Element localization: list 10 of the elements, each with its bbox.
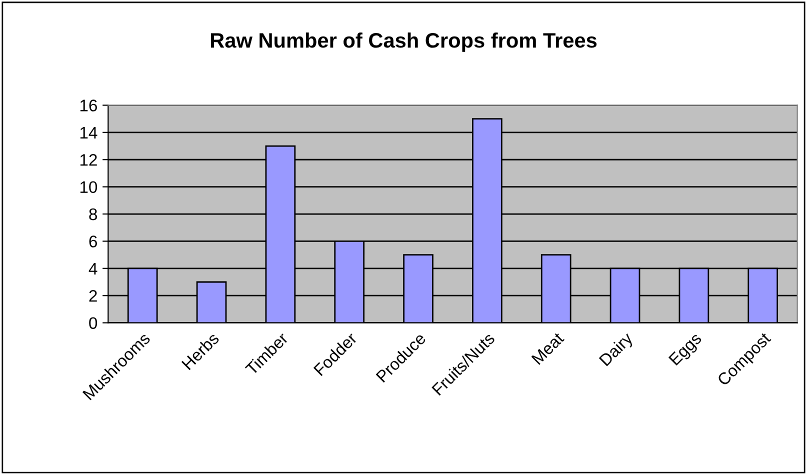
y-tick-label: 16 xyxy=(80,100,97,112)
y-tick-label: 8 xyxy=(89,208,97,220)
y-tick-label: 0 xyxy=(89,317,98,329)
y-tick-label: 10 xyxy=(80,181,98,194)
y-tick-label: 14 xyxy=(80,126,98,138)
y-tick-label: 12 xyxy=(80,154,97,166)
y-tick-label: 4 xyxy=(88,262,98,274)
chart-title: Raw Number of Cash Crops from Trees xyxy=(210,32,597,52)
y-tick-label: 6 xyxy=(89,236,97,248)
y-tick-label: 2 xyxy=(89,290,97,302)
